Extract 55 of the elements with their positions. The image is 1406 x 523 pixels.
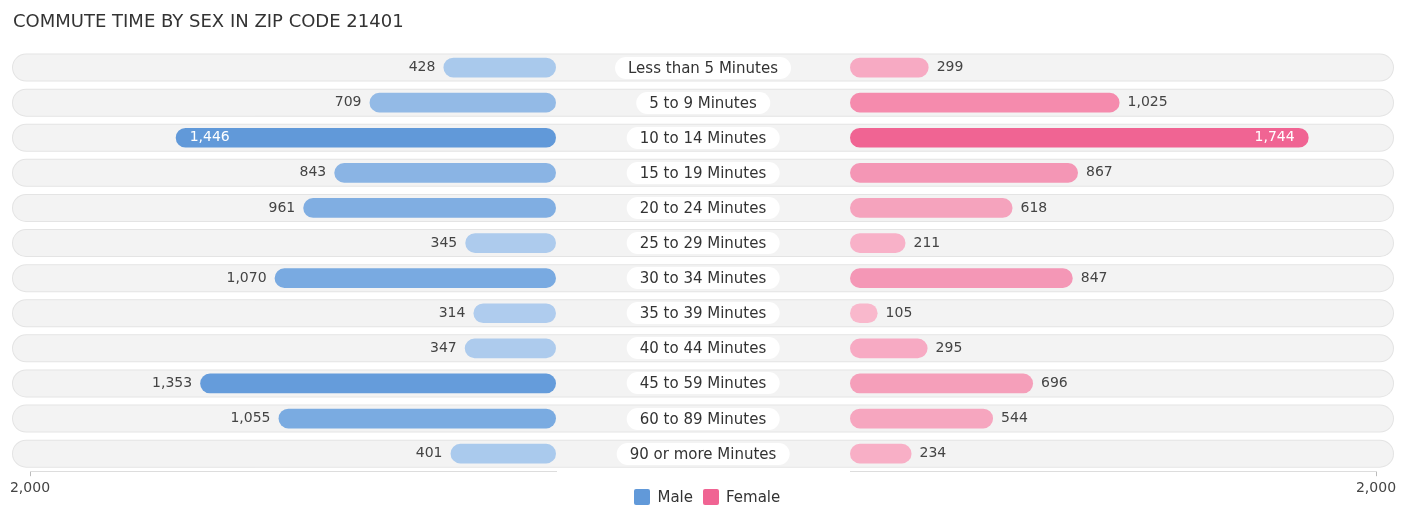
bar: [334, 163, 556, 183]
data-label: 428: [408, 58, 436, 75]
data-label: 401: [415, 444, 443, 461]
bar: [443, 57, 556, 78]
y-tick-label: 30 to 34 Minutes: [626, 267, 780, 290]
data-label: 295: [935, 338, 963, 355]
x-tick-label: 2,000: [9, 479, 51, 496]
chart-title: COMMUTE TIME BY SEX IN ZIP CODE 21401: [13, 10, 404, 31]
y-tick-label: 90 or more Minutes: [616, 442, 790, 465]
bar: [850, 198, 1013, 218]
y-tick-label: 5 to 9 Minutes: [636, 91, 770, 114]
data-label: 961: [268, 198, 296, 215]
bar: [473, 303, 556, 324]
data-label: 314: [438, 303, 466, 320]
bar: [465, 233, 556, 253]
bar: [850, 408, 994, 429]
data-label: 847: [1080, 268, 1108, 285]
data-label: 709: [334, 93, 362, 110]
y-tick-label: 25 to 29 Minutes: [626, 232, 780, 255]
data-label: 1,353: [152, 374, 193, 391]
data-label: 1,744: [1254, 128, 1295, 145]
y-tick-label: 40 to 44 Minutes: [626, 337, 780, 360]
bar: [850, 57, 929, 78]
x-tick-label: 2,000: [1355, 479, 1397, 496]
data-label: 1,025: [1127, 93, 1168, 110]
bar: [464, 338, 556, 359]
y-tick-label: 45 to 59 Minutes: [626, 372, 780, 395]
legend-label: Female: [725, 488, 781, 506]
bar: [850, 373, 1034, 394]
data-label: 345: [430, 233, 458, 250]
bar: [369, 92, 556, 113]
data-label: 1,055: [230, 409, 271, 426]
bar: [850, 268, 1073, 288]
bar: [850, 163, 1079, 183]
legend-label: Male: [656, 488, 693, 506]
bar: [850, 338, 928, 359]
data-label: 1,446: [189, 128, 230, 145]
data-label: 1,070: [226, 268, 267, 285]
data-label: 299: [936, 58, 964, 75]
y-tick-label: 35 to 39 Minutes: [626, 302, 780, 325]
data-label: 843: [299, 163, 327, 180]
data-label: 347: [430, 338, 457, 355]
bar: [450, 443, 556, 464]
y-tick-label: 20 to 24 Minutes: [626, 196, 780, 219]
data-label: 105: [885, 303, 913, 320]
data-label: 618: [1020, 198, 1048, 215]
data-label: 211: [913, 233, 941, 250]
data-label: 544: [1001, 409, 1028, 426]
y-tick-label: 60 to 89 Minutes: [626, 407, 780, 430]
data-label: 696: [1041, 374, 1068, 391]
data-label: 867: [1086, 163, 1113, 180]
y-tick-label: 10 to 14 Minutes: [626, 126, 780, 149]
data-label: 234: [919, 444, 947, 461]
y-tick-label: Less than 5 Minutes: [615, 56, 791, 79]
y-tick-label: 15 to 19 Minutes: [626, 161, 780, 184]
